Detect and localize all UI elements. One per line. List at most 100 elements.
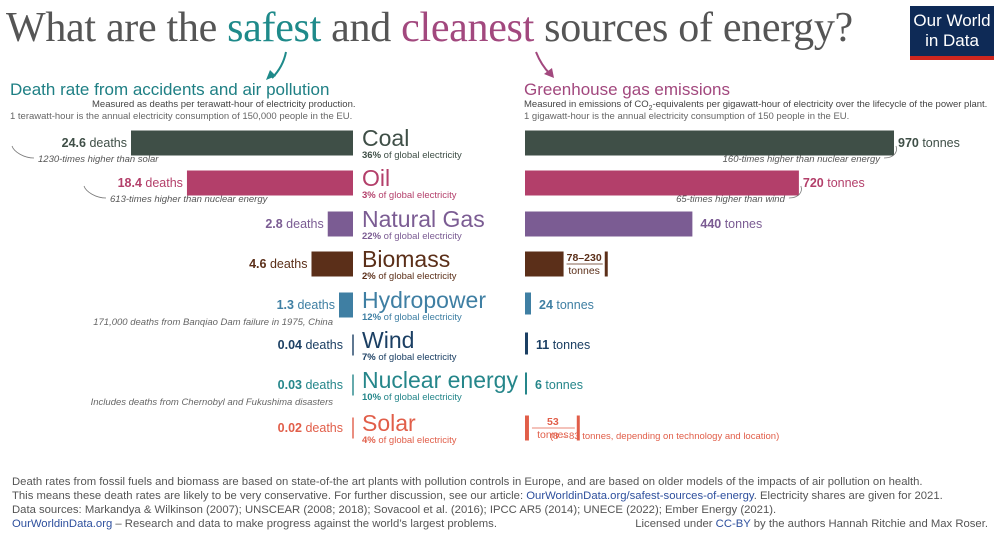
source-name-wind: Wind	[362, 327, 414, 353]
emission-bar-biomass	[525, 251, 564, 277]
owid-link[interactable]: OurWorldinData.org	[12, 518, 113, 530]
death-unit-oil: deaths	[142, 176, 183, 190]
share-hydropower: 12% of global electricity	[362, 312, 462, 323]
death-annotation-oil: 613-times higher than nuclear energy	[110, 194, 269, 205]
footer-line-1: Death rates from fossil fuels and biomas…	[12, 476, 923, 488]
emission-range-end-biomass	[604, 251, 608, 277]
left-panel-subtitle: Measured as deaths per terawatt-hour of …	[92, 99, 356, 110]
left-panel-title: Death rate from accidents and air pollut…	[10, 80, 330, 99]
emission-range-end-solar	[576, 415, 580, 441]
share-text-nuclear-energy: of global electricity	[381, 392, 462, 403]
article-link[interactable]: OurWorldinData.org/safest-sources-of-ene…	[526, 490, 754, 502]
share-text-solar: of global electricity	[376, 435, 457, 446]
emission-annotation-arrow-coal	[883, 145, 897, 159]
emission-value-coal: 970 tonnes	[898, 136, 960, 150]
source-name-oil: Oil	[362, 165, 390, 191]
death-number-solar: 0.02	[278, 421, 302, 435]
death-value-oil: 18.4 deaths	[118, 176, 183, 190]
share-biomass: 2% of global electricity	[362, 271, 457, 282]
death-unit-coal: deaths	[86, 136, 127, 150]
emission-number-wind: 11	[536, 338, 549, 352]
emission-value-oil: 720 tonnes	[803, 176, 865, 190]
death-annotation-arrow-oil	[83, 185, 107, 199]
death-value-biomass: 4.6 deaths	[249, 257, 307, 271]
death-value-coal: 24.6 deaths	[62, 136, 127, 150]
death-annotation-nuclear-energy: Includes deaths from Chernobyl and Fukus…	[91, 397, 334, 408]
emission-unit-oil: tonnes	[824, 176, 865, 190]
share-value-coal: 36%	[362, 150, 382, 161]
right-subtitle-post: -equivalents per gigawatt-hour of electr…	[652, 99, 988, 110]
footer-line-2-pre: This means these death rates are likely …	[12, 490, 527, 502]
license-link[interactable]: CC-BY	[715, 518, 751, 530]
share-value-solar: 4%	[362, 435, 376, 446]
share-nuclear-energy: 10% of global electricity	[362, 392, 462, 403]
death-annotation-hydropower: 171,000 deaths from Banqiao Dam failure …	[93, 317, 333, 328]
share-wind: 7% of global electricity	[362, 352, 457, 363]
emission-annotation-arrow-oil	[788, 185, 802, 199]
emission-unit-natural-gas: tonnes	[721, 217, 762, 231]
logo-line-1: Our World	[913, 11, 991, 30]
share-text-natural-gas: of global electricity	[381, 231, 462, 242]
emission-bar-oil	[525, 170, 799, 196]
emission-number-oil: 720	[803, 176, 824, 190]
source-name-hydropower: Hydropower	[362, 287, 486, 313]
source-name-natural-gas: Natural Gas	[362, 206, 485, 232]
death-number-hydropower: 1.3	[277, 298, 294, 312]
share-value-oil: 3%	[362, 190, 376, 201]
emission-unit-solar: tonnes	[537, 429, 569, 441]
footer-line-4: OurWorldinData.org – Research and data t…	[12, 518, 497, 530]
energy-chart: 24.6 deaths 1230-times higher than solar C…	[11, 125, 960, 446]
right-panel-title: Greenhouse gas emissions	[524, 80, 731, 99]
right-panel-subtitle: Measured in emissions of CO2-equivalents…	[524, 99, 987, 112]
death-unit-natural-gas: deaths	[283, 217, 324, 231]
title-mid: and	[320, 5, 402, 51]
emission-value-wind: 11 tonnes	[536, 338, 590, 352]
emission-number-hydropower: 24	[539, 298, 553, 312]
footer-line-2: This means these death rates are likely …	[12, 490, 943, 502]
emission-value-hydropower: 24 tonnes	[539, 298, 594, 312]
death-value-hydropower: 1.3 deaths	[277, 298, 335, 312]
death-bar-coal	[131, 130, 353, 156]
share-value-hydropower: 12%	[362, 312, 382, 323]
death-bar-natural-gas	[327, 211, 353, 237]
license-pre: Licensed under	[635, 518, 716, 530]
emission-value-nuclear-energy: 6 tonnes	[535, 378, 583, 392]
license: Licensed under CC-BY by the authors Hann…	[635, 518, 988, 530]
source-name-nuclear-energy: Nuclear energy	[362, 367, 518, 393]
death-unit-nuclear-energy: deaths	[302, 378, 343, 392]
emission-number-natural-gas: 440	[700, 217, 721, 231]
death-bar-hydropower	[339, 292, 353, 318]
data-sources: Data sources: Markandya & Wilkinson (200…	[12, 504, 777, 516]
share-value-natural-gas: 22%	[362, 231, 382, 242]
death-unit-wind: deaths	[302, 338, 343, 352]
right-subtitle-pre: Measured in emissions of CO	[524, 99, 649, 110]
share-coal: 36% of global electricity	[362, 150, 462, 161]
emission-bar-nuclear-energy	[525, 372, 527, 395]
emission-bar-wind	[525, 332, 528, 355]
death-number-biomass: 4.6	[249, 257, 266, 271]
share-text-hydropower: of global electricity	[381, 312, 462, 323]
emission-unit-nuclear-energy: tonnes	[542, 378, 583, 392]
death-value-solar: 0.02 deaths	[278, 421, 343, 435]
emission-annotation-coal: 160-times higher than nuclear energy	[723, 154, 882, 165]
death-number-coal: 24.6	[62, 136, 86, 150]
death-unit-biomass: deaths	[266, 257, 307, 271]
emission-annotation-solar: (8 – 83 tonnes, depending on technology …	[550, 431, 779, 442]
source-name-biomass: Biomass	[362, 246, 450, 272]
share-value-biomass: 2%	[362, 271, 376, 282]
emission-bar-natural-gas	[525, 211, 693, 237]
owid-logo[interactable]: Our World in Data	[910, 6, 994, 60]
death-unit-hydropower: deaths	[294, 298, 335, 312]
share-solar: 4% of global electricity	[362, 435, 457, 446]
death-number-oil: 18.4	[118, 176, 142, 190]
emission-value-biomass: 78–230	[567, 252, 602, 264]
death-unit-solar: deaths	[302, 421, 343, 435]
footer-tagline: – Research and data to make progress aga…	[112, 518, 497, 530]
title-post: sources of energy?	[533, 5, 853, 51]
death-number-wind: 0.04	[278, 338, 302, 352]
source-name-solar: Solar	[362, 410, 416, 436]
right-panel-note: 1 gigawatt-hour is the annual electricit…	[524, 111, 850, 122]
death-value-nuclear-energy: 0.03 deaths	[278, 378, 343, 392]
death-annotation-coal: 1230-times higher than solar	[38, 154, 159, 165]
logo-line-2: in Data	[925, 31, 979, 50]
